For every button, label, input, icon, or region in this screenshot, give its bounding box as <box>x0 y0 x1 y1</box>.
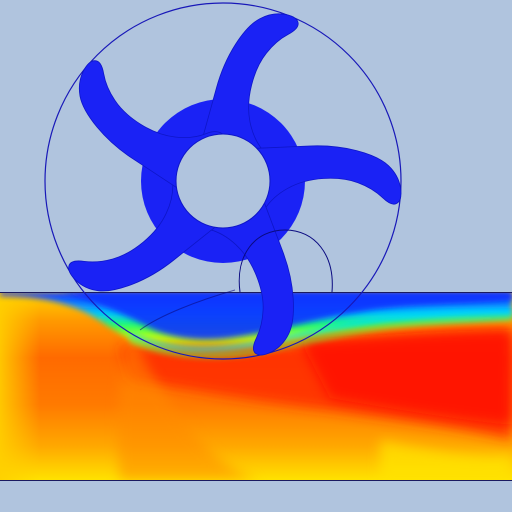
rotor-body[interactable] <box>68 13 402 356</box>
rotor-domain-circle[interactable] <box>44 2 402 360</box>
blade-edge-outline <box>139 289 236 331</box>
rotor-shaft-hole <box>175 133 271 229</box>
flow-field <box>0 292 512 480</box>
rotor-blade-2[interactable] <box>231 145 402 220</box>
blade-subdomain-outline <box>238 229 333 293</box>
